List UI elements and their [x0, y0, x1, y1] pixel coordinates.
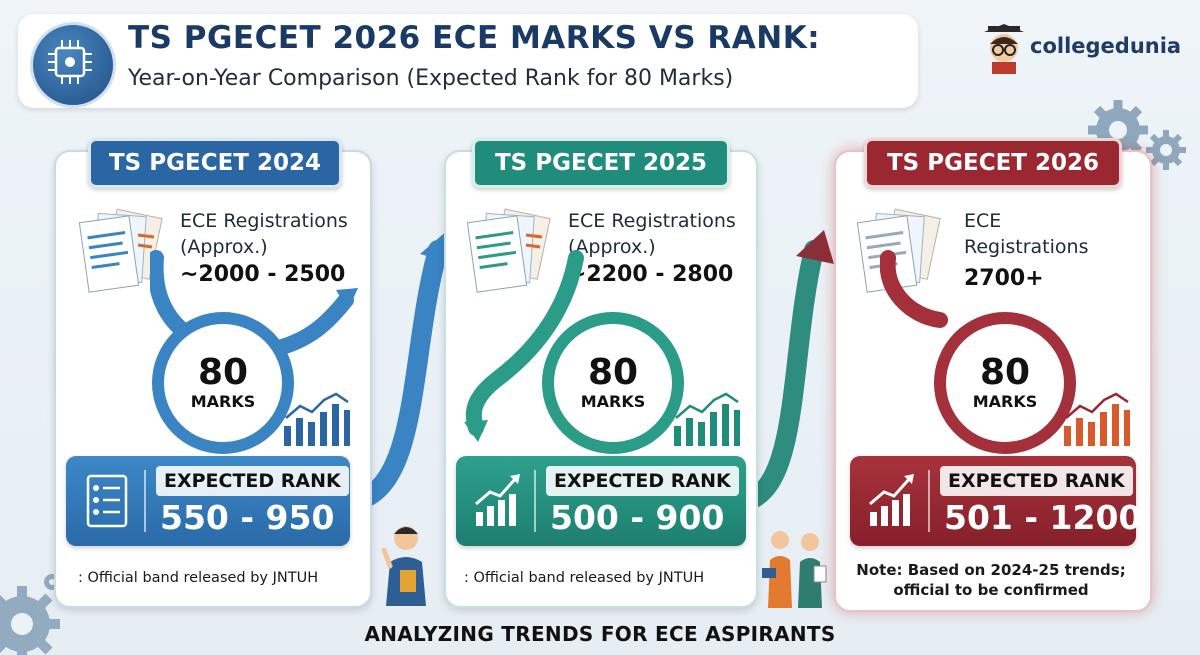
official-note: : Official band released by JNTUH [78, 570, 319, 586]
rank-label: EXPECTED RANK [948, 470, 1125, 492]
registrations-label: ECE [964, 210, 1002, 232]
marks-label: MARKS [190, 392, 256, 411]
expected-rank-box-2025: EXPECTED RANK 500 - 900 [456, 456, 746, 546]
rank-label: EXPECTED RANK [554, 470, 731, 492]
registrations-value: ~2200 - 2800 [568, 262, 734, 287]
gear-icon [0, 574, 60, 655]
marks-label: MARKS [972, 392, 1038, 411]
divider [534, 470, 536, 532]
disclaimer-note-line1: Note: Based on 2024-25 trends; [856, 561, 1126, 579]
marks-circle-2024: 80 MARKS [152, 312, 294, 454]
registrations-label: ECE Registrations [180, 210, 348, 232]
registrations-label: ECE Registrations [568, 210, 736, 232]
bar-chart-icon [674, 392, 740, 446]
disclaimer-note-line2: official to be confirmed [893, 581, 1089, 599]
page-subtitle: Year-on-Year Comparison (Expected Rank f… [128, 66, 734, 91]
checklist-icon [86, 474, 128, 528]
registrations-value: ~2000 - 2500 [180, 262, 346, 287]
document-stack-icon [78, 208, 163, 293]
registrations-sublabel: (Approx.) [568, 236, 656, 258]
marks-circle-2025: 80 MARKS [542, 312, 684, 454]
person-icon [762, 531, 827, 608]
rank-label-badge: EXPECTED RANK [156, 466, 349, 496]
marks-value: 80 [979, 352, 1031, 393]
rank-value: 501 - 1200 [944, 498, 1142, 537]
rank-value: 550 - 950 [160, 498, 335, 537]
trend-chart-icon [869, 474, 914, 526]
footer-tagline: ANALYZING TRENDS FOR ECE ASPIRANTS [364, 622, 836, 646]
marks-value: 80 [587, 352, 639, 393]
connector-curve [880, 250, 948, 328]
registrations-value: 2700+ [964, 266, 1044, 291]
bar-chart-icon [1064, 392, 1130, 446]
year-label-2026: TS PGECET 2026 [864, 138, 1122, 188]
rank-label-badge: EXPECTED RANK [546, 466, 739, 496]
registrations-sublabel: Registrations [964, 236, 1089, 258]
bar-chart-icon [284, 392, 350, 446]
year-label-2024: TS PGECET 2024 [88, 138, 342, 188]
registrations-sublabel: (Approx.) [180, 236, 268, 258]
marks-label: MARKS [580, 392, 646, 411]
brand-logo[interactable]: collegedunia [1030, 34, 1182, 58]
header-banner [18, 14, 918, 108]
trend-chart-icon [475, 474, 520, 526]
year-label-2025: TS PGECET 2025 [472, 138, 730, 188]
rank-label-badge: EXPECTED RANK [940, 466, 1133, 496]
official-note: : Official band released by JNTUH [464, 570, 705, 586]
expected-rank-box-2026: EXPECTED RANK 501 - 1200 [850, 456, 1141, 546]
rank-value: 500 - 900 [550, 498, 725, 537]
trend-arrow-icon [740, 230, 834, 510]
logo-mascot-icon [984, 24, 1024, 74]
expected-rank-box-2024: EXPECTED RANK 550 - 950 [66, 456, 350, 546]
marks-circle-2026: 80 MARKS [934, 312, 1076, 454]
divider [144, 470, 146, 532]
divider [928, 470, 930, 532]
marks-value: 80 [197, 352, 249, 393]
connector-curve [464, 250, 584, 442]
rank-label: EXPECTED RANK [164, 470, 341, 492]
document-stack-icon [466, 208, 551, 293]
person-icon [381, 526, 426, 606]
page-title: TS PGECET 2026 ECE MARKS VS RANK: [128, 20, 821, 56]
circuit-chip-icon [30, 22, 116, 108]
